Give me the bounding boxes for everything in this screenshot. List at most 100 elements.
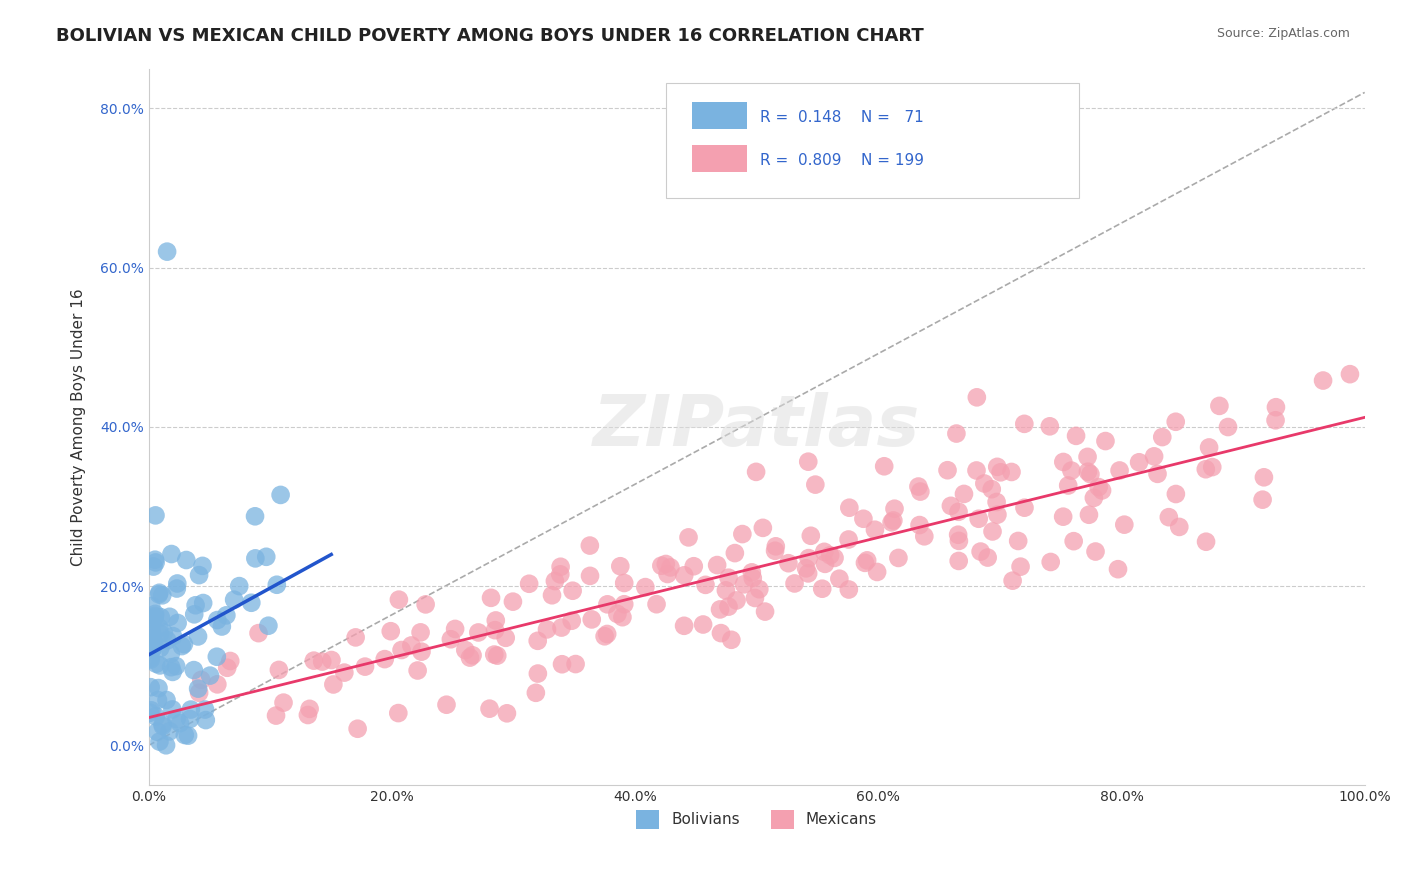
Mexicans [502,595,524,609]
Mexicans [517,576,540,591]
Bolivians [187,629,209,643]
Mexicans [945,426,967,441]
Mexicans [1198,441,1220,455]
Mexicans [659,560,682,574]
Mexicans [596,627,619,641]
Mexicans [561,614,583,628]
Mexicans [409,625,432,640]
Mexicans [828,572,851,586]
Mexicans [484,623,506,637]
Mexicans [550,567,572,582]
Mexicans [1052,455,1074,469]
Bolivians [177,729,200,743]
Bolivians [150,588,173,602]
Mexicans [1146,467,1168,481]
Mexicans [374,652,396,666]
Mexicans [207,677,229,691]
Mexicans [1164,415,1187,429]
Mexicans [1007,533,1029,548]
Bolivians [149,610,172,624]
Mexicans [953,487,976,501]
Mexicans [1251,492,1274,507]
Mexicans [838,582,860,597]
Y-axis label: Child Poverty Among Boys Under 16: Child Poverty Among Boys Under 16 [72,288,86,566]
Bolivians [139,652,162,666]
Mexicans [655,557,678,571]
Bolivians [173,728,195,742]
Mexicans [695,578,717,592]
Bolivians [145,556,167,570]
Bolivians [191,596,214,610]
Bolivians [142,613,165,627]
Mexicans [486,648,509,663]
Mexicans [948,554,970,568]
Mexicans [1080,467,1102,482]
Text: Source: ZipAtlas.com: Source: ZipAtlas.com [1216,27,1350,40]
Bolivians [159,724,181,739]
Bolivians [143,552,166,566]
Mexicans [550,559,572,574]
Bolivians [141,703,163,717]
Mexicans [797,566,820,581]
Mexicans [527,666,550,681]
Mexicans [1039,419,1062,434]
Mexicans [645,597,668,611]
Mexicans [1083,491,1105,505]
Mexicans [783,576,806,591]
Mexicans [720,632,742,647]
Mexicans [986,495,1008,509]
Mexicans [1091,483,1114,498]
Mexicans [741,571,763,585]
Mexicans [838,533,860,547]
Bolivians [173,637,195,651]
Bolivians [194,702,217,716]
Mexicans [467,625,489,640]
Mexicans [1253,470,1275,484]
Bolivians [245,551,267,566]
Mexicans [797,551,820,566]
Mexicans [863,523,886,537]
Mexicans [948,533,970,548]
Mexicans [980,482,1002,496]
Mexicans [264,708,287,723]
Mexicans [948,505,970,519]
Mexicans [1077,450,1099,464]
Mexicans [613,597,636,611]
Mexicans [778,556,800,570]
Mexicans [561,583,583,598]
Bolivians [143,609,166,624]
Bolivians [148,681,170,695]
Mexicans [444,622,467,636]
Bolivians [139,637,162,651]
Mexicans [710,626,733,640]
Mexicans [838,500,860,515]
Mexicans [273,696,295,710]
Mexicans [706,558,728,572]
Mexicans [496,706,519,721]
Mexicans [763,543,786,558]
Mexicans [188,686,211,700]
Mexicans [524,686,547,700]
Mexicans [887,550,910,565]
Mexicans [1014,500,1036,515]
Mexicans [581,612,603,626]
Mexicans [354,659,377,673]
Bolivians [266,578,288,592]
Mexicans [440,632,463,647]
Mexicans [973,476,995,491]
Bolivians [145,709,167,723]
Mexicans [1195,462,1218,476]
Mexicans [1087,480,1109,494]
Bolivians [162,629,184,643]
Bolivians [174,553,197,567]
Mexicans [882,513,904,527]
Mexicans [856,553,879,567]
Bolivians [146,724,169,739]
Mexicans [752,521,775,535]
Mexicans [387,706,409,720]
Bolivians [183,663,205,677]
Bolivians [149,626,172,640]
Mexicans [311,655,333,669]
Bolivians [155,693,177,707]
Mexicans [297,708,319,723]
